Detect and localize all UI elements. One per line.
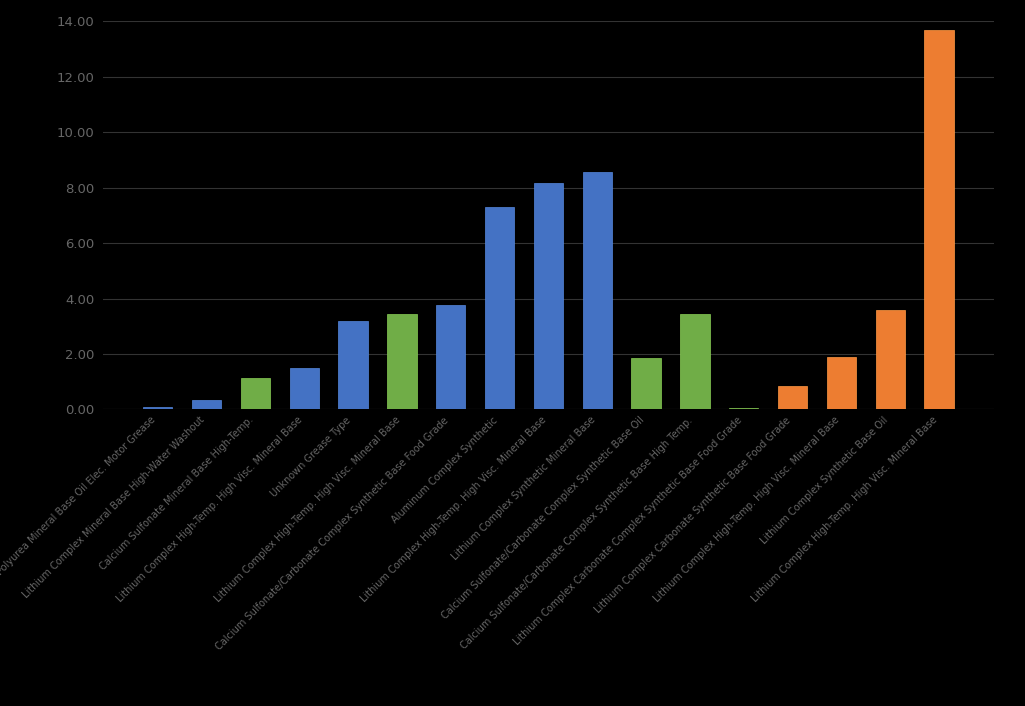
Bar [681,313,709,409]
Bar [729,407,758,409]
Bar [436,306,465,409]
Bar [778,386,808,409]
Bar [387,313,416,409]
Bar [289,368,319,409]
Bar [631,358,661,409]
Bar [827,357,856,409]
Bar [582,172,612,409]
Bar [485,207,515,409]
Bar [192,400,221,409]
Bar [241,378,270,409]
Bar [144,407,172,409]
Bar [925,30,953,409]
Bar [534,184,563,409]
Bar [338,321,368,409]
Bar [875,310,905,409]
